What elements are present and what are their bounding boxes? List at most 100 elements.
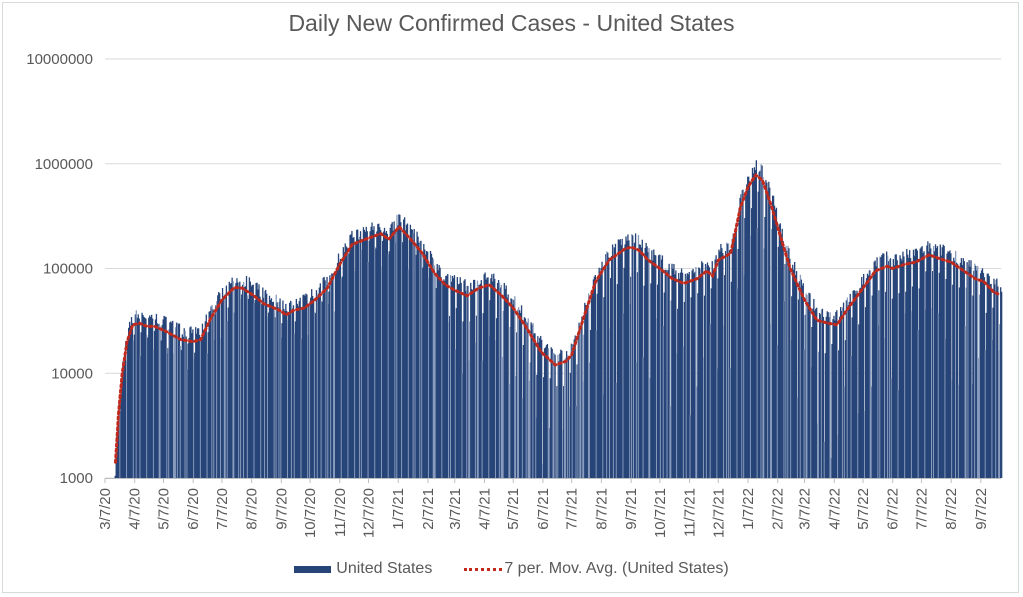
bar (321, 301, 323, 478)
bar (518, 310, 521, 478)
bar (207, 332, 209, 478)
bar (294, 321, 297, 478)
bar (330, 279, 332, 478)
bar (656, 284, 659, 478)
bar (630, 276, 632, 478)
bar (262, 287, 264, 478)
bar (789, 258, 791, 478)
bar (248, 277, 251, 478)
bar (318, 287, 321, 478)
bar (666, 270, 668, 478)
bar (141, 312, 143, 478)
bar (275, 294, 277, 478)
bar (652, 260, 654, 478)
bar (593, 276, 596, 478)
bar (520, 305, 523, 478)
y-tick-label: 1000 (60, 470, 93, 487)
bar (545, 345, 548, 478)
bar (514, 296, 516, 478)
bar (989, 284, 991, 478)
legend-item-united-states[interactable]: United States (294, 560, 432, 578)
bar (404, 230, 407, 478)
bar (339, 258, 342, 478)
bar (619, 239, 621, 478)
bar (474, 342, 477, 478)
bar (773, 205, 776, 478)
bar (578, 322, 580, 478)
bar (213, 339, 215, 478)
bar (349, 235, 351, 478)
bar (639, 244, 642, 478)
bar (221, 287, 224, 478)
bar (428, 267, 431, 478)
bar (373, 226, 375, 478)
bar (596, 293, 598, 478)
bar (568, 406, 571, 478)
bar (982, 272, 985, 478)
x-tick-label: 4/7/22 (826, 488, 843, 530)
bar (916, 250, 918, 478)
bar (892, 259, 895, 478)
bar (902, 251, 904, 478)
bar (244, 286, 247, 478)
bar (700, 274, 702, 478)
bar (945, 278, 947, 478)
bar (597, 275, 599, 478)
bar (795, 271, 798, 478)
bar (601, 261, 603, 478)
bar (246, 295, 249, 478)
bar (997, 286, 999, 478)
bar (401, 232, 403, 478)
bar (181, 334, 183, 478)
bar (403, 219, 405, 478)
bar (442, 283, 444, 478)
bar (231, 277, 233, 478)
bar (636, 272, 639, 478)
bar (839, 316, 841, 478)
bar (468, 360, 470, 478)
bar (599, 271, 601, 478)
bar (645, 242, 647, 478)
bar (238, 283, 240, 478)
bar (156, 323, 159, 478)
bar (460, 282, 462, 478)
bar (980, 270, 983, 478)
bar (611, 244, 614, 478)
bar (610, 278, 612, 478)
bar (588, 362, 591, 478)
bar (463, 280, 465, 478)
bar (511, 299, 513, 478)
legend-item-moving-average[interactable]: 7 per. Mov. Avg. (United States) (464, 560, 729, 578)
bar (130, 317, 133, 478)
x-tick-label: 8/7/20 (244, 488, 261, 530)
bar (449, 315, 451, 478)
bar (855, 293, 857, 478)
bar (535, 417, 537, 478)
bar (955, 262, 958, 478)
bar (565, 351, 568, 478)
bar (542, 377, 545, 478)
bar (120, 397, 122, 478)
x-tick-label: 1/7/22 (740, 488, 757, 530)
bar (448, 322, 450, 478)
bar (856, 290, 858, 478)
bar (830, 458, 832, 478)
bar (208, 311, 210, 478)
bar (931, 308, 933, 478)
bar (163, 315, 165, 478)
x-tick-label: 7/7/21 (564, 488, 581, 530)
bar (267, 312, 270, 478)
bar (953, 257, 955, 478)
bar (784, 264, 786, 478)
bar (939, 244, 941, 478)
bar (667, 269, 669, 478)
bar (785, 245, 787, 478)
bar (701, 261, 703, 478)
bar (430, 253, 433, 478)
bar (515, 376, 517, 478)
bar (272, 301, 275, 478)
bar (677, 308, 679, 478)
bar (750, 208, 753, 478)
bar (553, 353, 555, 478)
bar (256, 282, 258, 478)
